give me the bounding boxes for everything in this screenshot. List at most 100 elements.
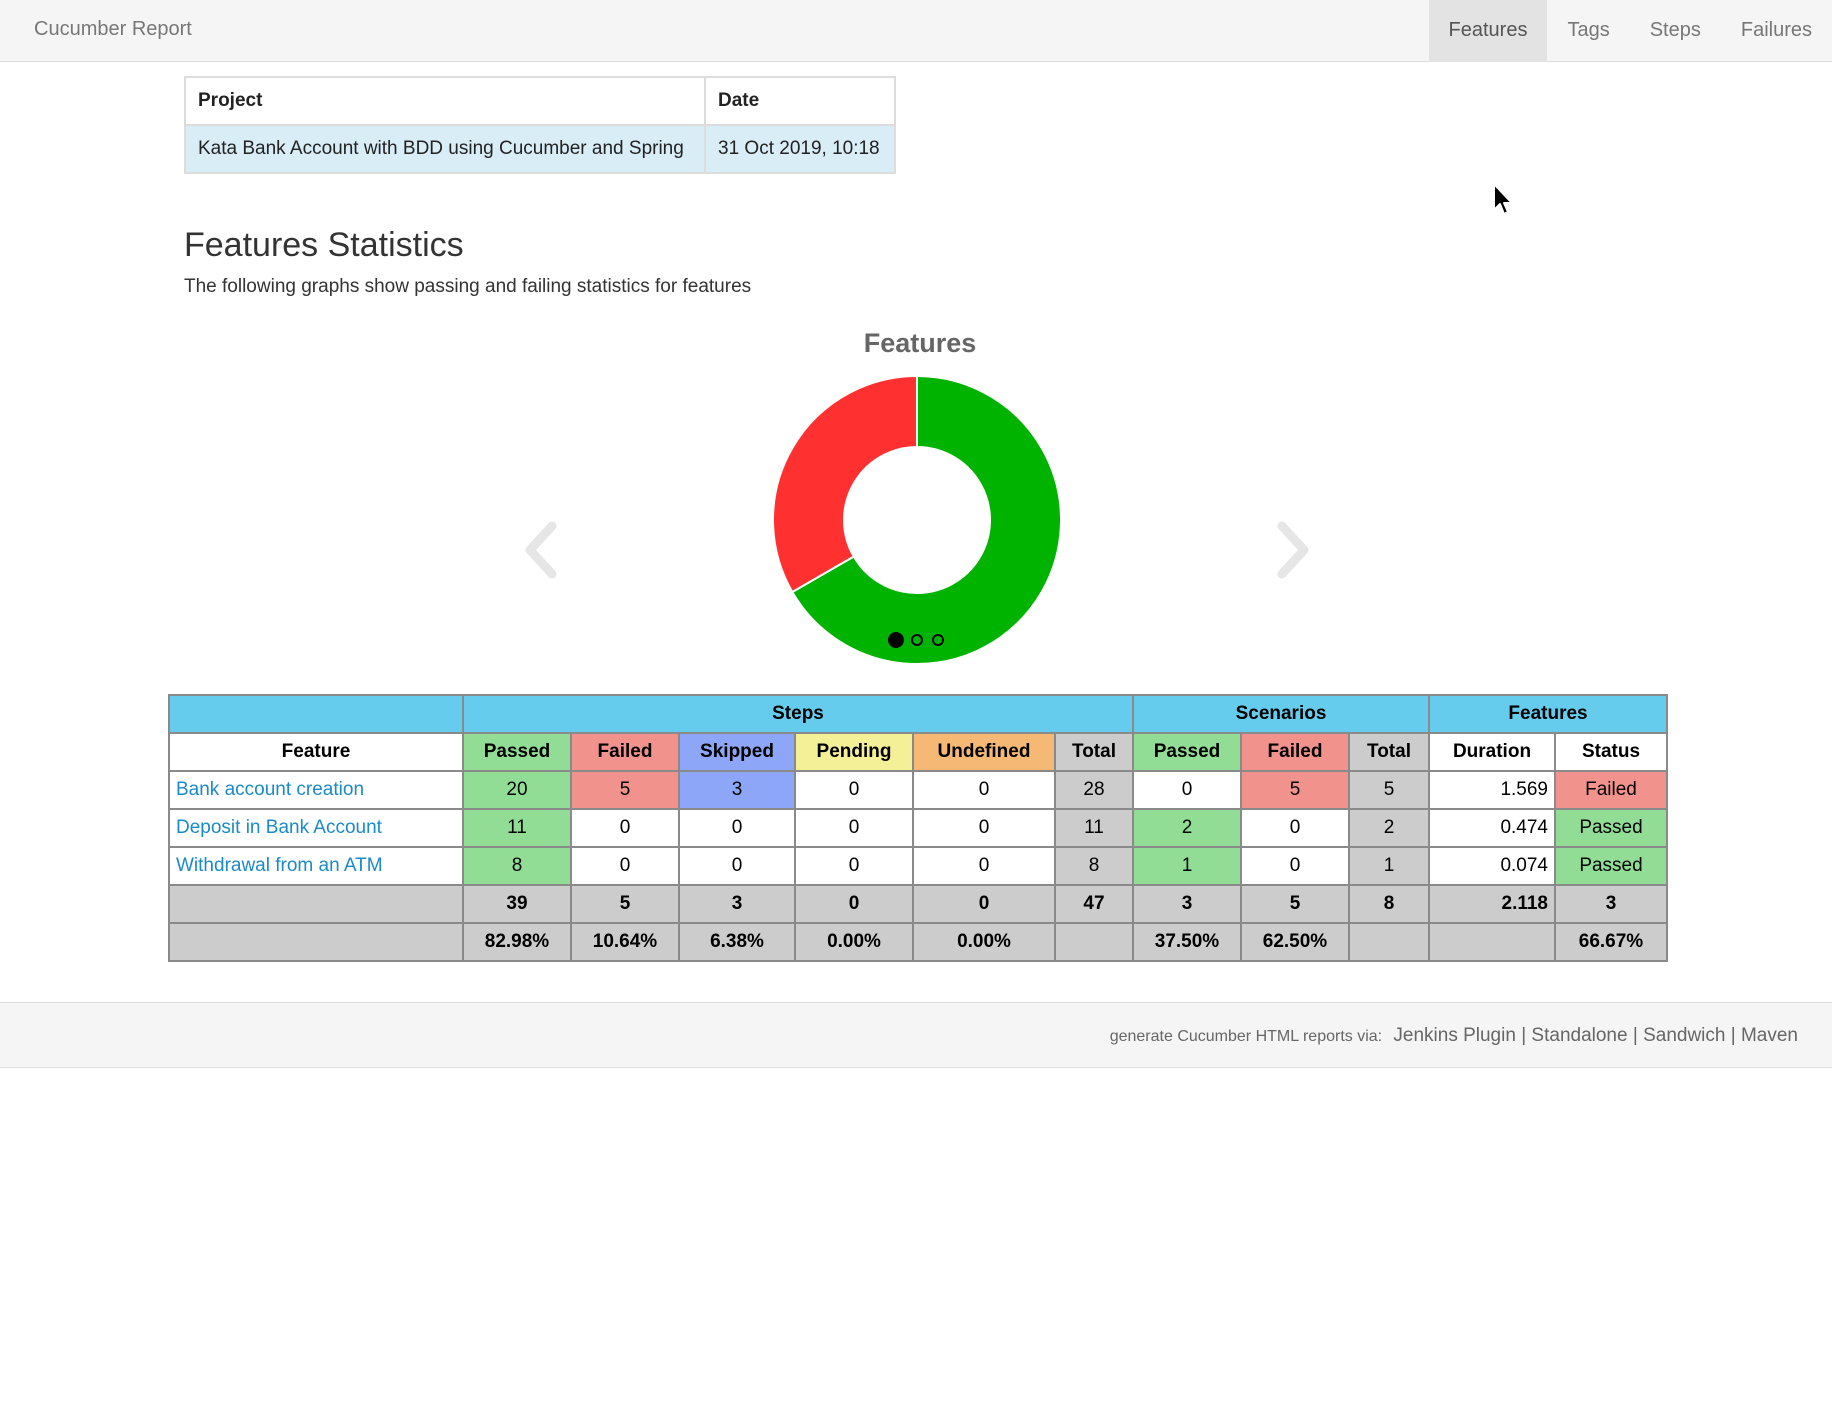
cell-steps-undefined: 0	[912, 808, 1056, 848]
pct-scenarios-failed: 62.50%	[1240, 922, 1350, 962]
nav-item-failures[interactable]: Failures	[1740, 19, 1812, 41]
cell-duration: 1.569	[1428, 770, 1556, 810]
cell-steps-passed: 8	[462, 846, 572, 886]
slice-passed[interactable]	[790, 374, 1062, 665]
pct-status: 66.67%	[1554, 922, 1668, 962]
pct-steps-passed: 82.98%	[462, 922, 572, 962]
slice-failed[interactable]	[772, 374, 918, 594]
project-header: Project	[184, 76, 706, 126]
cell-duration: 0.074	[1428, 846, 1556, 886]
feature-link[interactable]: Deposit in Bank Account	[168, 808, 464, 848]
carousel-next-icon[interactable]	[1272, 520, 1312, 580]
footer-link-standalone[interactable]: Standalone	[1531, 1025, 1628, 1046]
cell-duration: 0.474	[1428, 808, 1556, 848]
col-steps-pending[interactable]: Pending	[794, 732, 914, 772]
cell-scenarios-passed: 1	[1132, 846, 1242, 886]
cell-scenarios-passed: 0	[1132, 770, 1242, 810]
col-steps-total[interactable]: Total	[1054, 732, 1134, 772]
brand-title[interactable]: Cucumber Report	[34, 18, 192, 40]
col-scenarios-failed[interactable]: Failed	[1240, 732, 1350, 772]
carousel-indicator[interactable]	[888, 632, 904, 648]
footer-link-sandwich[interactable]: Sandwich	[1643, 1025, 1726, 1046]
footer-link-jenkins[interactable]: Jenkins Plugin	[1393, 1025, 1516, 1046]
cell-steps-passed: 20	[462, 770, 572, 810]
col-status[interactable]: Status	[1554, 732, 1668, 772]
pct-steps-pending: 0.00%	[794, 922, 914, 962]
total-steps-skipped: 3	[678, 884, 796, 924]
cell-scenarios-total: 1	[1348, 846, 1430, 886]
total-steps-pending: 0	[794, 884, 914, 924]
cell-steps-pending: 0	[794, 846, 914, 886]
carousel-indicator[interactable]	[932, 634, 944, 646]
report-date: 31 Oct 2019, 10:18	[704, 124, 896, 174]
col-duration[interactable]: Duration	[1428, 732, 1556, 772]
footer-links: generate Cucumber HTML reports via: Jenk…	[1110, 1025, 1798, 1047]
group-header-steps: Steps	[462, 694, 1134, 734]
table-row: Deposit in Bank Account 11 0 0 0 0 11 2 …	[168, 808, 1668, 848]
footer: generate Cucumber HTML reports via: Jenk…	[0, 1002, 1832, 1068]
group-header-empty	[168, 694, 464, 734]
totals-label	[168, 884, 464, 924]
pct-scenarios-passed: 37.50%	[1132, 922, 1242, 962]
cell-status: Passed	[1554, 808, 1668, 848]
cell-steps-skipped: 0	[678, 846, 796, 886]
table-row: Bank account creation 20 5 3 0 0 28 0 5 …	[168, 770, 1668, 810]
total-steps-failed: 5	[570, 884, 680, 924]
cell-steps-skipped: 3	[678, 770, 796, 810]
mouse-cursor-icon	[1493, 183, 1513, 215]
cell-steps-total: 8	[1054, 846, 1134, 886]
col-steps-passed[interactable]: Passed	[462, 732, 572, 772]
pct-duration	[1428, 922, 1556, 962]
cell-scenarios-total: 5	[1348, 770, 1430, 810]
cell-scenarios-passed: 2	[1132, 808, 1242, 848]
pct-steps-failed: 10.64%	[570, 922, 680, 962]
carousel-indicator[interactable]	[911, 634, 923, 646]
nav-item-tags[interactable]: Tags	[1567, 19, 1610, 41]
feature-link[interactable]: Withdrawal from an ATM	[168, 846, 464, 886]
cell-scenarios-failed: 0	[1240, 846, 1350, 886]
col-steps-failed[interactable]: Failed	[570, 732, 680, 772]
group-header-scenarios: Scenarios	[1132, 694, 1430, 734]
page-title: Features Statistics	[184, 226, 464, 264]
col-steps-undefined[interactable]: Undefined	[912, 732, 1056, 772]
col-scenarios-passed[interactable]: Passed	[1132, 732, 1242, 772]
col-steps-skipped[interactable]: Skipped	[678, 732, 796, 772]
feature-link[interactable]: Bank account creation	[168, 770, 464, 810]
cell-steps-pending: 0	[794, 770, 914, 810]
pct-scenarios-total	[1348, 922, 1430, 962]
cell-scenarios-failed: 5	[1240, 770, 1350, 810]
percentages-row: 82.98% 10.64% 6.38% 0.00% 0.00% 37.50% 6…	[168, 922, 1668, 962]
project-info-table: Project Date Kata Bank Account with BDD …	[184, 76, 896, 174]
total-steps-undefined: 0	[912, 884, 1056, 924]
pct-steps-undefined: 0.00%	[912, 922, 1056, 962]
cell-steps-undefined: 0	[912, 846, 1056, 886]
cell-steps-total: 28	[1054, 770, 1134, 810]
cell-steps-failed: 5	[570, 770, 680, 810]
total-scenarios-total: 8	[1348, 884, 1430, 924]
total-duration: 2.118	[1428, 884, 1556, 924]
cell-steps-failed: 0	[570, 846, 680, 886]
page-subtitle: The following graphs show passing and fa…	[184, 276, 752, 297]
total-steps-total: 47	[1054, 884, 1134, 924]
cell-scenarios-total: 2	[1348, 808, 1430, 848]
pct-steps-total	[1054, 922, 1134, 962]
footer-separator: |	[1521, 1025, 1527, 1046]
cell-steps-undefined: 0	[912, 770, 1056, 810]
features-chart: Features	[760, 320, 1080, 670]
percent-label	[168, 922, 464, 962]
table-row: Withdrawal from an ATM 8 0 0 0 0 8 1 0 1…	[168, 846, 1668, 886]
footer-link-maven[interactable]: Maven	[1740, 1025, 1798, 1046]
cell-status: Failed	[1554, 770, 1668, 810]
cell-steps-failed: 0	[570, 808, 680, 848]
footer-separator: |	[1632, 1025, 1638, 1046]
col-feature[interactable]: Feature	[168, 732, 464, 772]
nav-item-steps[interactable]: Steps	[1649, 19, 1701, 41]
total-steps-passed: 39	[462, 884, 572, 924]
col-scenarios-total[interactable]: Total	[1348, 732, 1430, 772]
carousel-prev-icon[interactable]	[522, 520, 562, 580]
footer-lead: generate Cucumber HTML reports via:	[1109, 1028, 1383, 1045]
totals-row: 39 5 3 0 0 47 3 5 8 2.118 3	[168, 884, 1668, 924]
cell-steps-passed: 11	[462, 808, 572, 848]
group-header-features: Features	[1428, 694, 1668, 734]
nav-item-features[interactable]: Features	[1428, 0, 1548, 62]
